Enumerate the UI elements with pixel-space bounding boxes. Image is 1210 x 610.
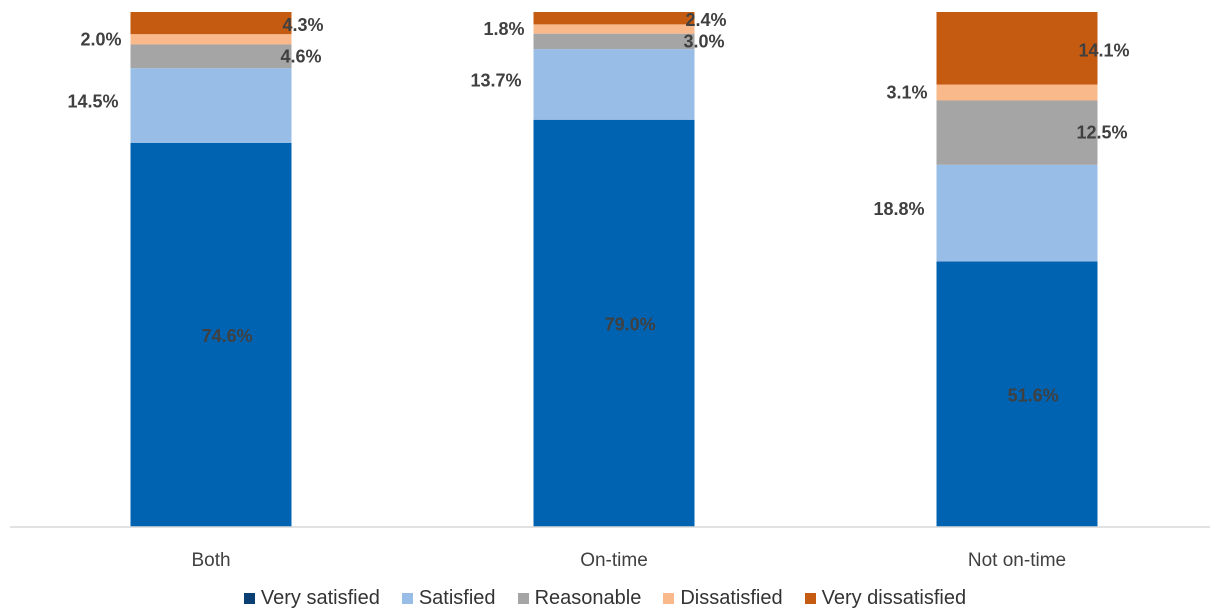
data-label: 4.3%	[282, 15, 323, 35]
legend-item: Very dissatisfied	[804, 586, 967, 610]
data-label: 4.6%	[280, 46, 321, 66]
legend-item: Dissatisfied	[663, 586, 783, 610]
data-labels-layer: 74.6% 14.5% 4.6% 2.0% 4.3% 79.0% 13.7% 3.0% 1.8%…	[67, 10, 1129, 405]
bar-segment-very-satisfied-both	[130, 142, 292, 527]
bar-segment-very-dissatisfied-both	[130, 12, 292, 35]
bar-segment-dissatisfied-not-on-time	[936, 84, 1098, 101]
x-tick-label: On-time	[580, 550, 648, 571]
x-tick-label: Both	[191, 550, 230, 571]
stacked-bar-chart: 74.6% 14.5% 4.6% 2.0% 4.3% 79.0% 13.7% 3.0% 1.8%…	[10, 10, 1210, 571]
bar-segment-reasonable-both	[130, 44, 292, 69]
bar-segment-reasonable-not-on-time	[936, 100, 1098, 165]
data-label: 13.7%	[470, 70, 521, 90]
bar-segment-dissatisfied-on-time	[533, 24, 695, 34]
bars-layer	[130, 12, 1098, 528]
bar-segment-very-dissatisfied-on-time	[533, 12, 695, 25]
legend-swatch	[401, 592, 413, 604]
bar-segment-satisfied-both	[130, 68, 292, 143]
data-label: 12.5%	[1076, 123, 1127, 143]
bar-segment-satisfied-on-time	[533, 49, 695, 120]
bar-segment-reasonable-on-time	[533, 33, 695, 50]
data-label: 14.1%	[1078, 40, 1129, 60]
legend-item: Very satisfied	[243, 586, 380, 610]
bar-segment-dissatisfied-both	[130, 34, 292, 45]
legend-label: Satisfied	[418, 586, 496, 609]
data-label: 2.4%	[685, 10, 726, 30]
data-label: 51.6%	[1008, 385, 1059, 405]
bar-segment-very-satisfied-on-time	[533, 119, 695, 528]
legend-swatch	[804, 592, 816, 604]
legend-item: Satisfied	[401, 586, 496, 610]
x-tick-labels: Both On-time Not on-time	[191, 550, 1066, 571]
legend-label: Dissatisfied	[680, 586, 783, 609]
data-label: 18.8%	[873, 199, 924, 219]
data-label: 74.6%	[202, 326, 253, 346]
data-label: 14.5%	[67, 91, 118, 111]
legend: Very satisfied Satisfied Reasonable Dissati…	[0, 586, 1210, 610]
data-label: 2.0%	[80, 29, 121, 49]
bar-segment-satisfied-not-on-time	[936, 164, 1098, 262]
data-label: 3.1%	[886, 83, 927, 103]
legend-label: Reasonable	[534, 586, 642, 609]
legend-item: Reasonable	[517, 586, 642, 610]
data-label: 79.0%	[605, 314, 656, 334]
legend-swatch	[663, 592, 675, 604]
legend-swatch	[517, 592, 529, 604]
legend-swatch	[243, 592, 255, 604]
bar-segment-very-dissatisfied-not-on-time	[936, 12, 1098, 85]
legend-label: Very satisfied	[260, 586, 380, 609]
legend-label: Very dissatisfied	[821, 586, 967, 609]
x-tick-label: Not on-time	[968, 550, 1066, 571]
bar-segment-very-satisfied-not-on-time	[936, 261, 1098, 527]
data-label: 3.0%	[683, 31, 724, 51]
data-label: 1.8%	[483, 19, 524, 39]
